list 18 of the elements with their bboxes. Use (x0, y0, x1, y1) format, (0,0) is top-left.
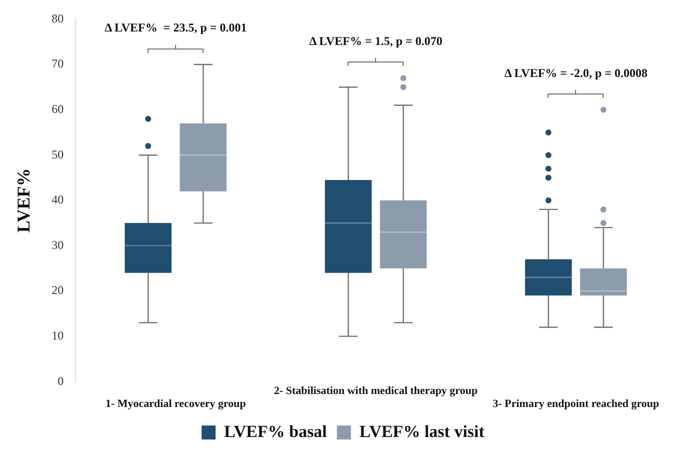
annotation: Δ LVEF% = 1.5, p = 0.070 (309, 34, 442, 48)
x-tick-label: 2- Stabilisation with medical therapy group (274, 385, 478, 398)
annotation: Δ LVEF% = -2.0, p = 0.0008 (504, 66, 648, 80)
y-tick-label: 50 (52, 147, 64, 162)
y-axis-title: LVEF% (13, 168, 34, 233)
y-tick-label: 20 (52, 283, 64, 298)
annotation: Δ LVEF% = 23.5, p = 0.001 (104, 20, 247, 35)
x-tick-label: 1- Myocardial recovery group (105, 398, 246, 410)
y-tick-label: 70 (52, 56, 64, 71)
y-tick-label: 10 (52, 328, 64, 342)
y-tick-label: 30 (52, 238, 64, 252)
legend-label: LVEF% last visit (359, 422, 485, 441)
y-tick-label: 60 (52, 102, 64, 116)
legend-label: LVEF% basal (224, 422, 328, 441)
y-tick-label: 80 (52, 11, 64, 26)
y-tick-label: 40 (52, 192, 64, 207)
x-tick-label: 3- Primary endpoint reached group (492, 398, 660, 410)
y-tick-label: 0 (58, 374, 64, 388)
